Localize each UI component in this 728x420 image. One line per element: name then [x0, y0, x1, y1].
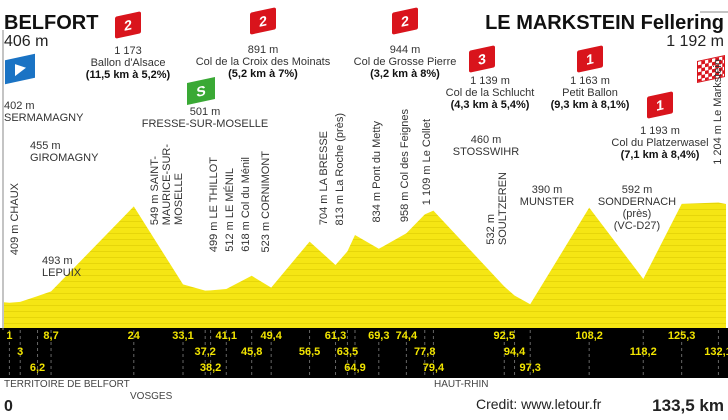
km-label: 41,1 — [215, 330, 237, 342]
start-elevation: 406 m — [4, 33, 49, 50]
km-label: 94,4 — [503, 346, 526, 358]
region-label: VOSGES — [130, 391, 173, 402]
km-label: 1 — [6, 330, 13, 342]
place-label-vertical: 409 m CHAUX — [9, 182, 21, 255]
km-label: 8,7 — [43, 330, 59, 342]
distance-start: 0 — [4, 398, 13, 415]
place-label: 455 m GIROMAGNY — [30, 140, 99, 164]
km-label: 61,3 — [324, 330, 347, 342]
km-label: 92,5 — [493, 330, 515, 342]
place-label: 592 m SONDERNACH (près) (VC-D27) — [597, 184, 677, 232]
climb-label: 1 193 m Col du Platzerwasel (7,1 km à 8,4%… — [611, 125, 709, 161]
place-label-vertical: 532 m — [485, 214, 497, 245]
km-label: 97,3 — [519, 362, 541, 374]
elevation-profile — [4, 202, 726, 328]
place-label-vertical: 704 m LA BRESSE — [318, 130, 330, 225]
place-label-vertical: 618 m Col du Ménil — [240, 157, 252, 252]
place-label: 460 m STOSSWIHR — [452, 134, 520, 158]
place-label-vertical: 549 m SAINT- — [149, 155, 161, 225]
km-label: 69,3 — [368, 330, 390, 342]
start-name: BELFORT — [4, 12, 99, 34]
km-label: 125,3 — [667, 330, 696, 342]
climb-label: 891 m Col de la Croix des Moinats (5,2 km … — [195, 44, 331, 80]
place-label: 402 m SERMAMAGNY — [4, 100, 84, 124]
km-label: 33,1 — [172, 330, 194, 342]
distance-total: 133,5 km — [652, 396, 724, 415]
km-label: 108,2 — [575, 330, 603, 342]
climb-label: 1 163 m Petit Ballon (9,3 km à 8,1%) — [550, 75, 630, 111]
region-label: HAUT-RHIN — [434, 379, 489, 390]
km-label: 79,4 — [422, 362, 445, 374]
place-label-vertical: SOULTZEREN — [497, 171, 509, 245]
place-label-vertical: 499 m LE THILLOT — [208, 156, 220, 252]
km-label: 6,2 — [29, 362, 46, 374]
km-label: 63,5 — [336, 346, 359, 358]
km-label: 3 — [17, 346, 24, 358]
climb-label: 1 139 m Col de la Schlucht (4,3 km à 5,4%) — [445, 75, 535, 111]
place-label: 390 m MUNSTER — [519, 184, 575, 208]
place-label-vertical: 958 m Col des Feignes — [399, 108, 411, 222]
sprint-label: 501 m FRESSE-SUR-MOSELLE — [141, 106, 269, 130]
place-label-vertical: MAURICE-SUR- — [161, 143, 173, 225]
km-band — [0, 328, 728, 378]
place-label-vertical: 523 m CORNIMONT — [260, 150, 272, 252]
km-label: 77,8 — [414, 346, 436, 358]
km-label: 49,4 — [260, 330, 282, 342]
finish-elevation: 1 192 m — [666, 33, 724, 50]
km-label: 45,8 — [240, 346, 263, 358]
km-label: 24 — [127, 330, 140, 342]
place-label: 493 m LEPUIX — [42, 255, 82, 279]
km-label: 74,4 — [395, 330, 418, 342]
credit: Credit: www.letour.fr — [476, 396, 602, 412]
km-label: 56,5 — [298, 346, 321, 358]
km-label: 38,2 — [199, 362, 222, 374]
place-label-vertical: 512 m LE MÉNIL — [224, 168, 236, 252]
km-label: 132,1 — [704, 346, 728, 358]
place-label-vertical: 834 m Pont du Metty — [371, 120, 383, 223]
place-label-vertical: MOSELLE — [173, 173, 185, 225]
climb-label: 1 173 Ballon d'Alsace (11,5 km à 5,2%) — [85, 45, 171, 81]
climb-label: 944 m Col de Grosse Pierre (3,2 km à 8%) — [353, 44, 457, 80]
place-label-vertical: 1 109 m Le Collet — [421, 118, 433, 205]
km-label: 64,9 — [344, 362, 366, 374]
km-label: 118,2 — [629, 346, 657, 358]
km-label: 37,2 — [194, 346, 216, 358]
place-label-vertical: 1 204 m Le Markstein — [712, 59, 724, 165]
finish-name: LE MARKSTEIN Fellering — [485, 12, 724, 34]
region-label: TERRITOIRE DE BELFORT — [4, 379, 130, 390]
place-label-vertical: 813 m La Roche (près) — [334, 112, 346, 226]
